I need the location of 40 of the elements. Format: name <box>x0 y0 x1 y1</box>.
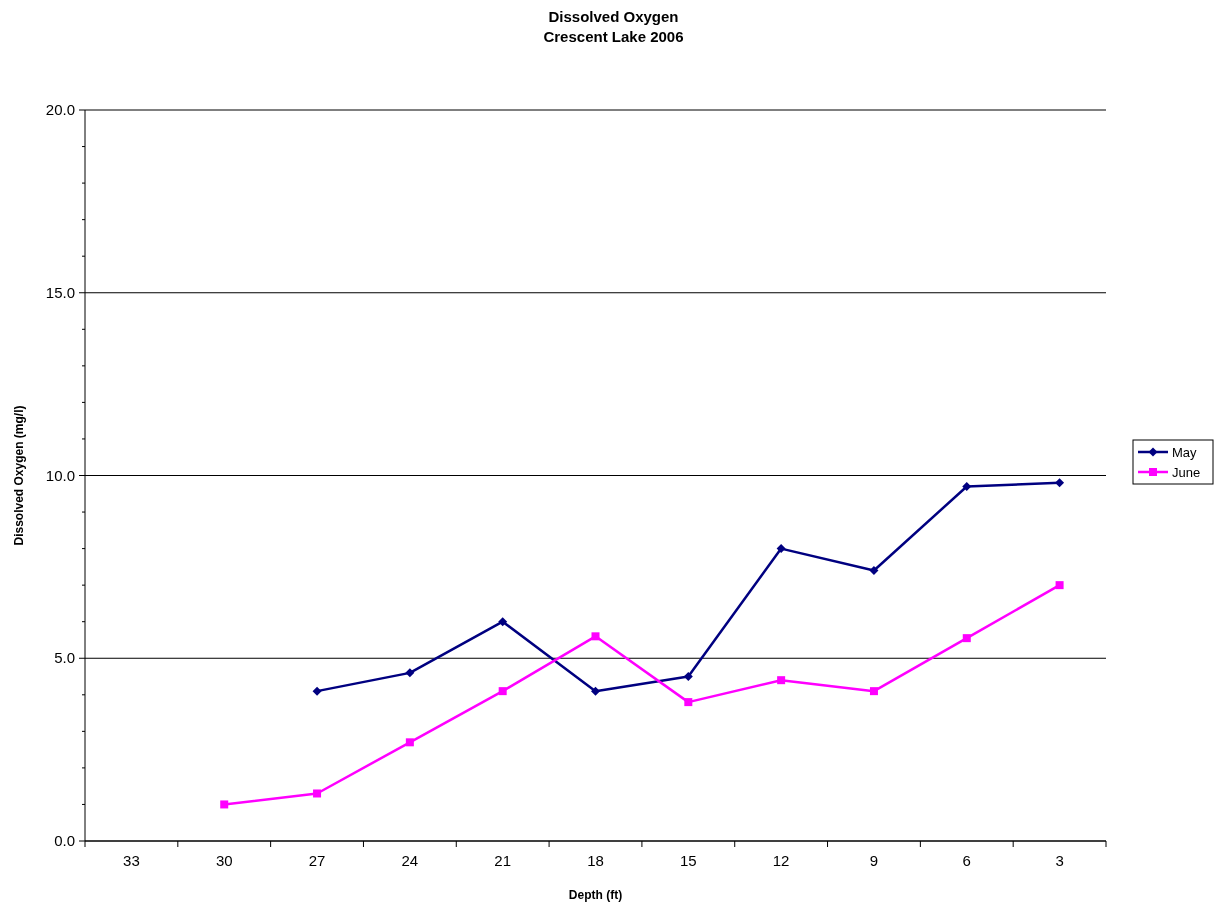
point <box>220 800 229 809</box>
point <box>498 687 507 696</box>
point <box>962 634 971 643</box>
point <box>1055 478 1065 488</box>
y-tick-label: 10.0 <box>45 466 75 484</box>
legend-label: May <box>1172 445 1198 460</box>
x-tick-label: 15 <box>679 852 697 869</box>
point <box>498 617 508 627</box>
point <box>312 686 322 696</box>
y-tick-label: 20.0 <box>45 101 75 118</box>
point <box>776 544 786 554</box>
x-tick-label: 9 <box>869 852 879 869</box>
x-tick-label: 6 <box>962 852 971 869</box>
point <box>591 686 600 696</box>
y-axis-title: Dissolved Oxygen (mg/l) <box>12 405 26 546</box>
x-tick-label: 33 <box>123 852 140 869</box>
point <box>313 789 322 798</box>
y-tick-label: 15.0 <box>45 283 75 301</box>
point <box>405 668 415 678</box>
legend-label: June <box>1172 465 1201 480</box>
chart-title: Dissolved Oxygen Crescent Lake 2006 <box>543 8 684 45</box>
x-tick-label: 18 <box>587 852 604 869</box>
point <box>869 566 879 576</box>
point <box>869 687 878 696</box>
point <box>684 698 693 707</box>
point <box>405 738 414 747</box>
x-axis-title: Depth (ft) <box>568 888 623 902</box>
point <box>683 672 693 682</box>
point <box>962 481 972 491</box>
x-tick-label: 27 <box>308 852 326 869</box>
x-tick-label: 24 <box>401 852 419 869</box>
point <box>777 676 786 685</box>
y-tick-label: 5.0 <box>54 649 75 667</box>
point <box>591 632 600 641</box>
x-tick-label: 3 <box>1055 852 1064 869</box>
point <box>1055 581 1064 590</box>
x-tick-label: 12 <box>772 852 790 869</box>
x-tick-label: 21 <box>494 852 512 869</box>
x-tick-label: 30 <box>215 852 233 869</box>
y-tick-label: 0.0 <box>54 832 75 849</box>
